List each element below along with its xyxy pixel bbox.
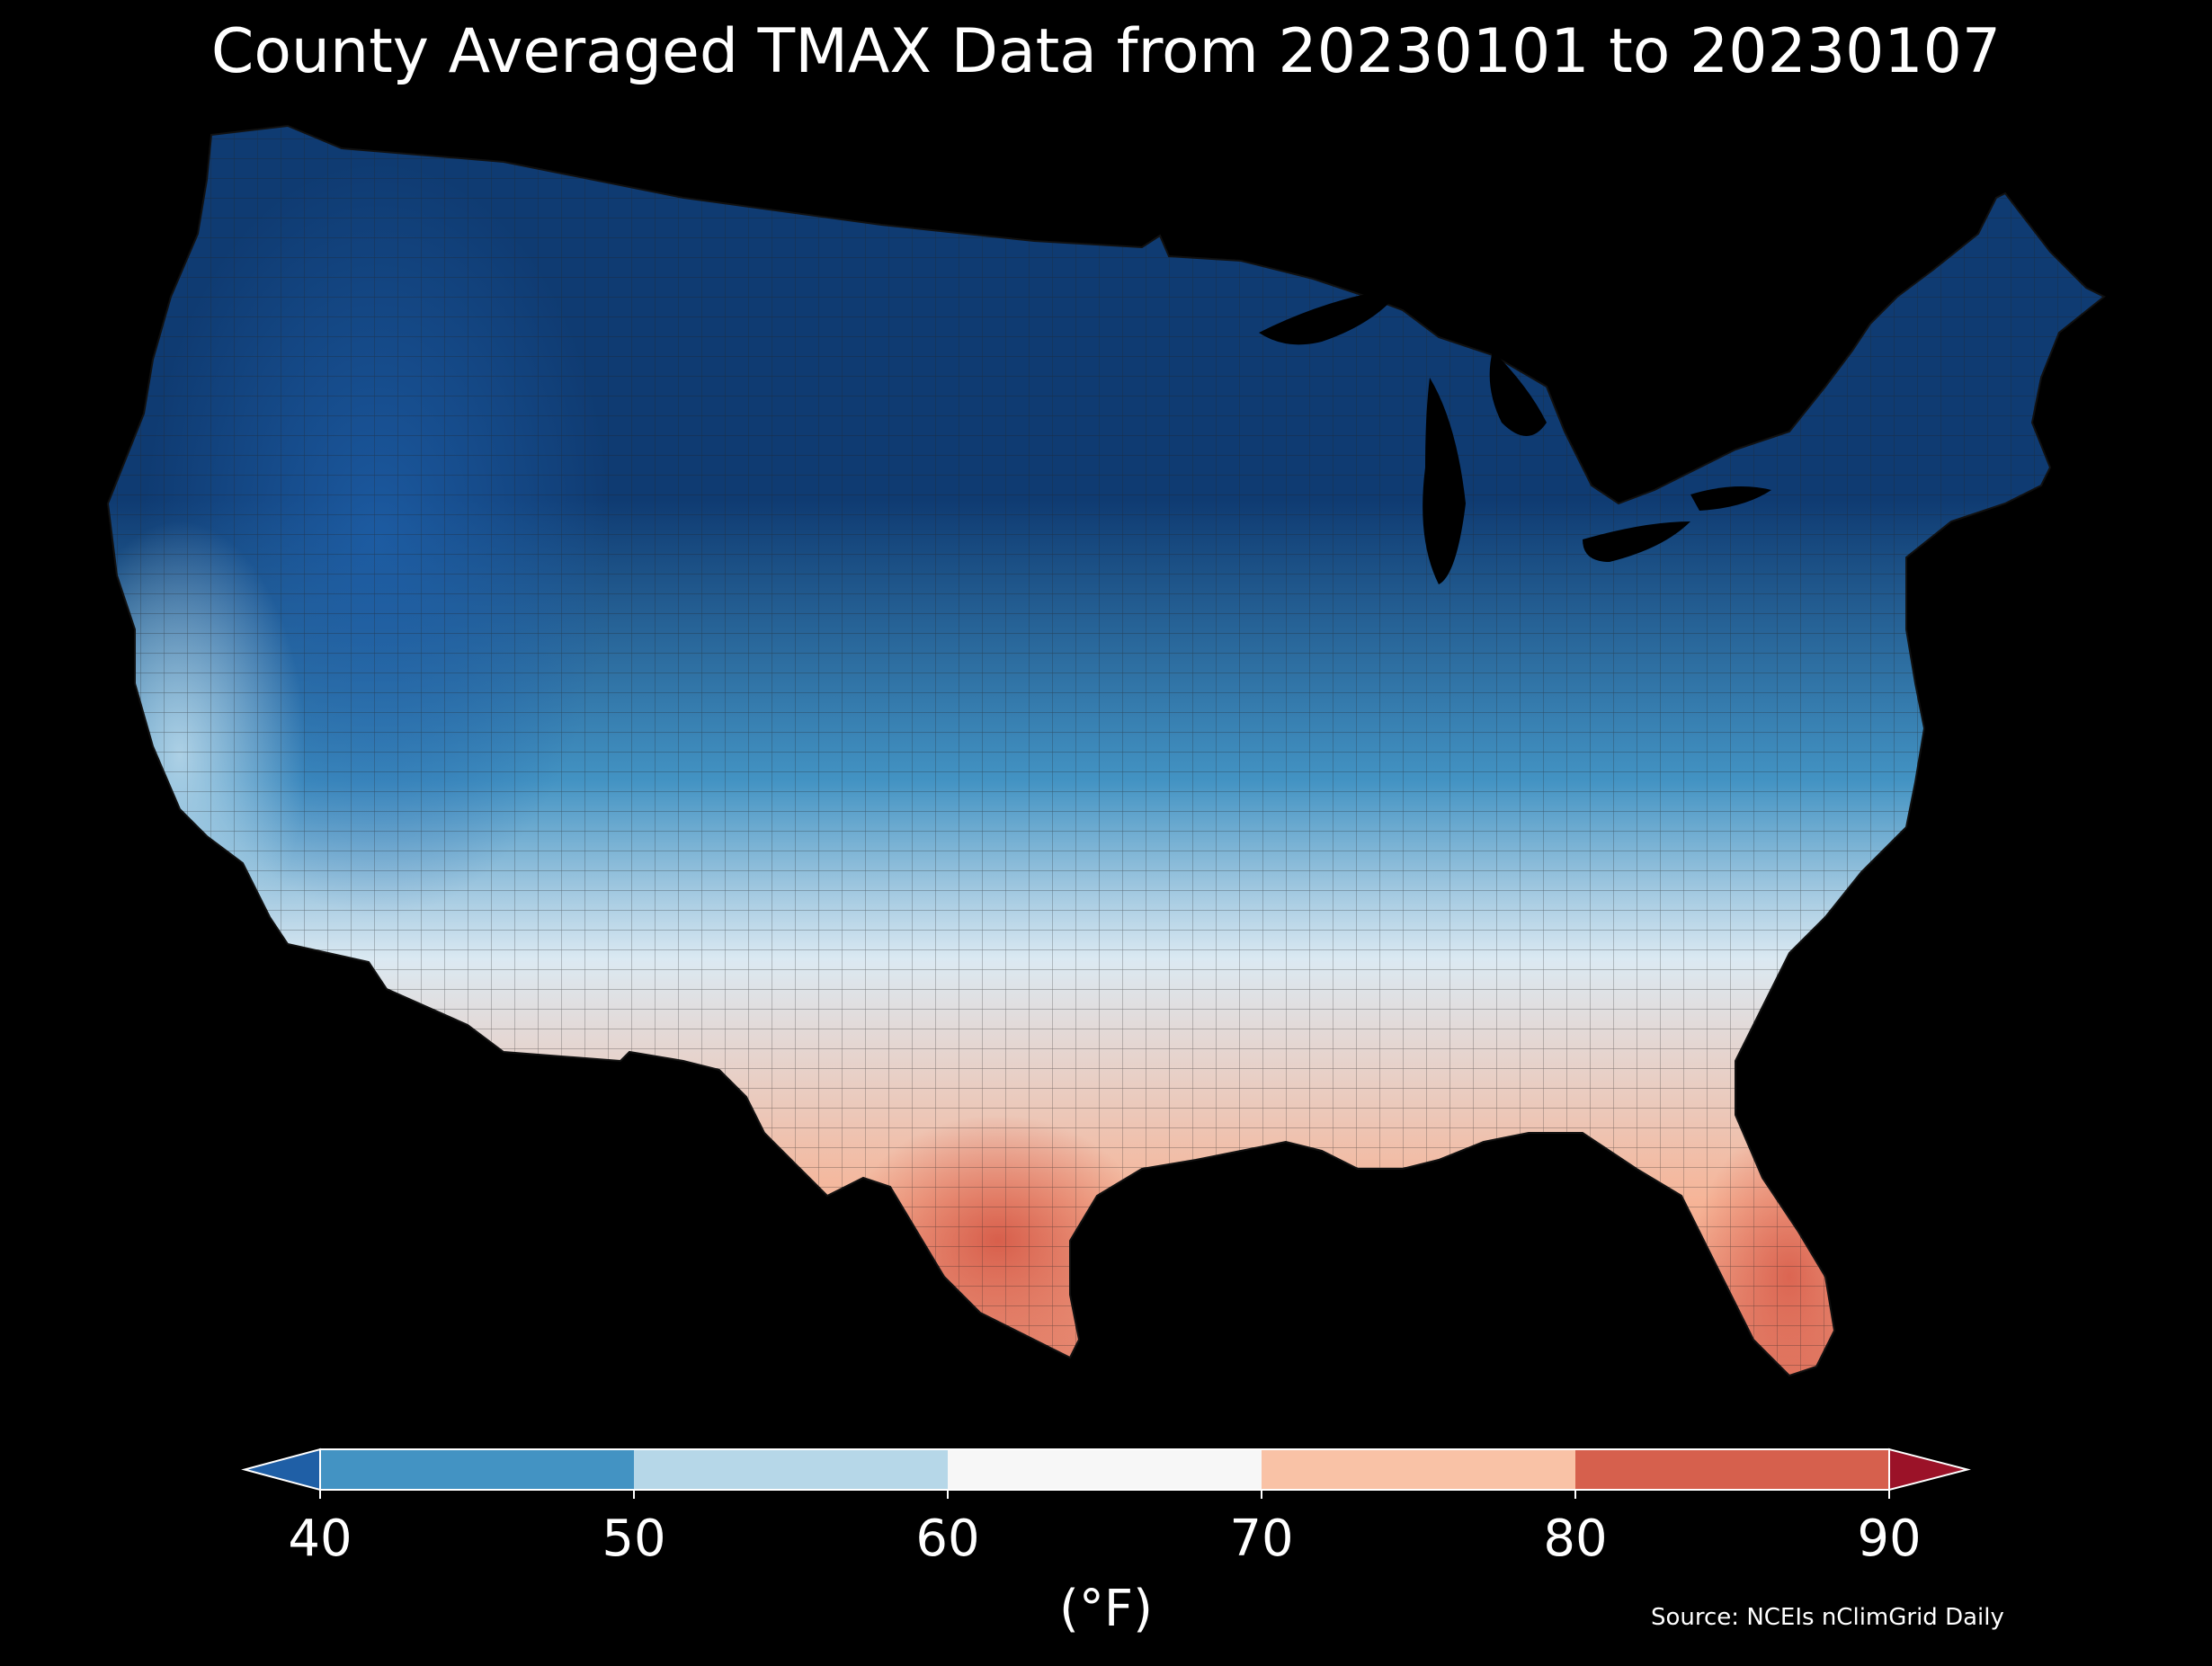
colorbar-label: (°F)	[1059, 1580, 1153, 1638]
colorbar-bin-1	[634, 1449, 948, 1490]
colorbar-over-arrow	[1888, 1448, 1971, 1492]
us-outline	[106, 124, 2106, 1377]
colorbar-tick-label-0: 40	[288, 1510, 352, 1568]
colorbar-under-arrow	[241, 1448, 321, 1492]
colorbar-tick-label-5: 90	[1857, 1510, 1921, 1568]
colorbar-tick-label-4: 80	[1543, 1510, 1607, 1568]
colorbar-outline	[319, 1448, 1890, 1491]
colorbar-bin-4	[1575, 1449, 1889, 1490]
great-lakes	[1259, 288, 1771, 584]
source-note: Source: NCEIs nClimGrid Daily	[1651, 1604, 2004, 1631]
colorbar-tick-label-1: 50	[602, 1510, 665, 1568]
colorbar-bin-2	[948, 1449, 1262, 1490]
colorbar-ticks: 40 50 60 70 80 90	[288, 1490, 1922, 1568]
colorbar-bin-3	[1262, 1449, 1575, 1490]
chart-title: County Averaged TMAX Data from 20230101 …	[210, 16, 2002, 87]
colorbar-bin-0	[320, 1449, 634, 1490]
colorbar-bins	[241, 1448, 1971, 1492]
colorbar-tick-label-2: 60	[915, 1510, 979, 1568]
colorbar-tick-label-3: 70	[1229, 1510, 1293, 1568]
